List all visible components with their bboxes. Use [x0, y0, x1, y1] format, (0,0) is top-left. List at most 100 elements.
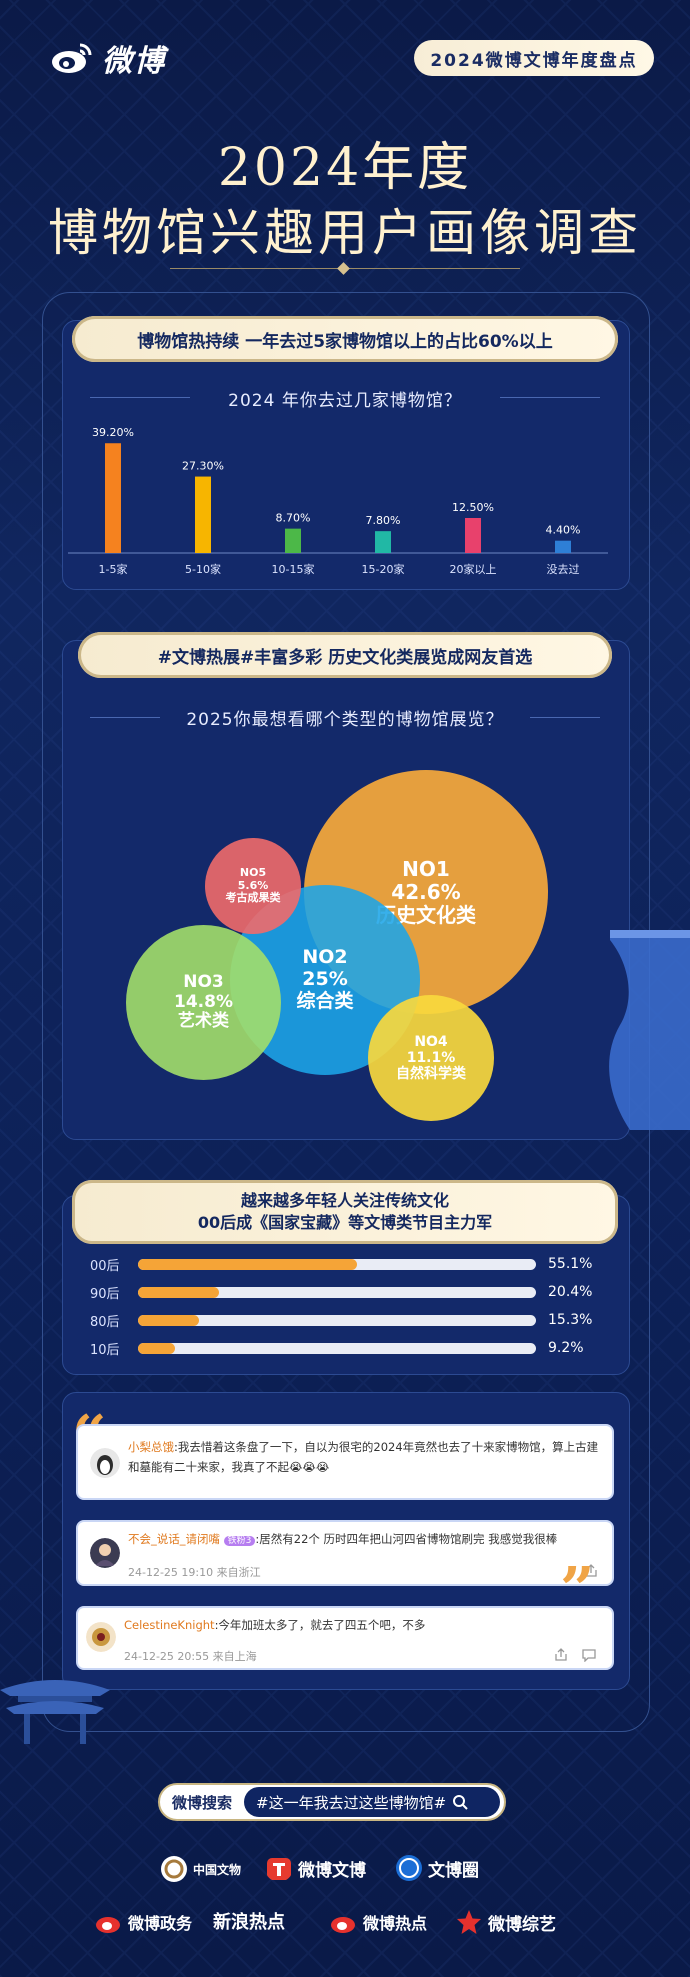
museum-visits-card: [62, 320, 630, 590]
progress-value: 15.3%: [548, 1312, 593, 1328]
section3-banner-line1: 越来越多年轻人关注传统文化: [240, 1190, 449, 1210]
brand-wenbo-quan: 文博圈: [395, 1854, 479, 1882]
comment-user[interactable]: CelestineKnight: [124, 1618, 215, 1632]
brand-xinlang-redian: 新浪热点: [213, 1908, 285, 1934]
section3-banner: 越来越多年轻人关注传统文化 00后成《国家宝藏》等文博类节目主力军: [72, 1180, 618, 1244]
x-tick-label: 5-10家: [185, 562, 221, 576]
wenboquan-logo-icon: [396, 1855, 422, 1881]
comment-text: CelestineKnight:今年加班太多了，就去了四五个吧，不多: [124, 1616, 604, 1636]
progress-value: 55.1%: [548, 1256, 593, 1272]
logo-text: 微博: [102, 44, 166, 79]
progress-label: 90后: [90, 1286, 120, 1302]
comment-user[interactable]: 不会_说话_请闭嘴: [128, 1532, 220, 1546]
search-icon[interactable]: [452, 1794, 468, 1810]
question2-rule-right: [530, 717, 600, 718]
page-title-line1: 2024年度: [217, 138, 473, 198]
progress-row: 90后 20.4%: [90, 1282, 630, 1302]
bar-value-label: 4.40%: [546, 524, 581, 537]
progress-track: [138, 1286, 536, 1298]
comment-2: 不会_说话_请闭嘴 铁粉3:居然有22个 历时四年把山河四省博物馆刷完 我感觉我…: [76, 1520, 614, 1586]
bubble-no1-name: 历史文化类: [376, 902, 476, 927]
search-hashtag[interactable]: #这一年我去过这些博物馆#: [244, 1787, 500, 1817]
bubble-no5-value: 5.6%: [237, 878, 269, 892]
x-tick-label: 没去过: [547, 563, 580, 576]
comment-body: :我去惜着这条盘了一下，自以为很宅的2024年竟然也去了十来家博物馆，算上古建和…: [128, 1440, 599, 1474]
share-icon[interactable]: [554, 1648, 568, 1662]
progress-value: 9.2%: [548, 1340, 584, 1356]
question2-rule-left: [90, 717, 160, 718]
bubble-no4: NO4 11.1% 自然科学类: [368, 995, 494, 1121]
comment-3: CelestineKnight:今年加班太多了，就去了四五个吧，不多 24-12…: [76, 1606, 614, 1670]
avatar: [90, 1448, 120, 1478]
bubble-no5: NO5 5.6% 考古成果类: [205, 838, 301, 934]
bubble-no2-value: 25%: [302, 968, 348, 991]
comment-body: :今年加班太多了，就去了四五个吧，不多: [214, 1618, 426, 1632]
bar-value-label: 7.80%: [366, 514, 401, 527]
comment-text: 小梨总饿:我去惜着这条盘了一下，自以为很宅的2024年竟然也去了十来家博物馆，算…: [128, 1438, 606, 1477]
bubble-no4-rank: NO4: [414, 1033, 448, 1050]
brand-name: 新浪热点: [213, 1912, 285, 1933]
weibo-logo-icon: [331, 1917, 355, 1933]
progress-fill: [138, 1286, 220, 1298]
pavilion-decoration-icon: [0, 1680, 110, 1744]
progress-row: 10后 9.2%: [90, 1338, 630, 1358]
brand-name: 中国文物: [193, 1862, 242, 1877]
weibo-search-bar[interactable]: 微博搜索 #这一年我去过这些博物馆#: [158, 1783, 506, 1821]
bar-value-label: 39.20%: [92, 426, 134, 439]
bubble-no4-value: 11.1%: [406, 1049, 456, 1066]
progress-row: 00后 55.1%: [90, 1254, 630, 1274]
x-tick-label: 1-5家: [99, 562, 128, 576]
comment-meta: 24-12-25 20:55 来自上海: [124, 1650, 257, 1663]
wenwu-logo-icon: [161, 1856, 187, 1882]
section1-banner: 博物馆热持续 一年去过5家博物馆以上的占比60%以上: [72, 316, 618, 362]
brand-weibo-zhengwu: 微博政务: [95, 1908, 192, 1936]
question1-rule-right: [500, 397, 600, 398]
x-tick-label: 20家以上: [450, 562, 497, 576]
bubble-no3-name: 艺术类: [178, 1011, 229, 1032]
section2-banner: #文博热展#丰富多彩 历史文化类展览成网友首选: [78, 632, 612, 678]
avatar: [86, 1622, 116, 1652]
weibo-logo: 微博: [50, 36, 166, 80]
comment-icon[interactable]: [582, 1648, 596, 1662]
report-tag: 2024微博文博年度盘点: [414, 40, 654, 76]
progress-track: [138, 1258, 536, 1270]
comment-text: 不会_说话_请闭嘴 铁粉3:居然有22个 历时四年把山河四省博物馆刷完 我感觉我…: [128, 1530, 606, 1550]
bar-1: [195, 476, 211, 553]
progress-row: 80后 15.3%: [90, 1310, 630, 1330]
brand-name: 微博综艺: [488, 1914, 556, 1935]
bar-value-label: 8.70%: [276, 512, 311, 525]
comment-user[interactable]: 小梨总饿: [128, 1440, 174, 1454]
bubble-no1-rank: NO1: [402, 856, 450, 881]
bubble-no4-name: 自然科学类: [396, 1066, 466, 1083]
comment-body: :居然有22个 历时四年把山河四省博物馆刷完 我感觉我很棒: [255, 1532, 558, 1546]
weibo-eye-icon: [52, 43, 92, 73]
question1-title: 2024 年你去过几家博物馆？: [228, 391, 462, 411]
vase-decoration-icon: [609, 930, 690, 1130]
progress-track: [138, 1342, 536, 1354]
bar-value-label: 27.30%: [182, 460, 224, 473]
museum-visits-bar-chart: 39.20% 1-5家 27.30% 5-10家 8.70% 10-15家 7.80% 15-…: [68, 426, 608, 576]
progress-track: [138, 1314, 536, 1326]
progress-label: 80后: [90, 1314, 120, 1330]
page-title-line2: 博物馆兴趣用户画像调查: [48, 204, 642, 262]
progress-fill: [138, 1258, 358, 1270]
weibo-logo-icon: [96, 1917, 120, 1933]
brand-weibo-zongyi: 微博综艺: [455, 1908, 556, 1936]
progress-label: 00后: [90, 1258, 120, 1274]
bar-value-label: 12.50%: [452, 501, 494, 514]
bar-2: [285, 528, 301, 553]
search-label: 微博搜索: [172, 1793, 233, 1812]
comment-1: 小梨总饿:我去惜着这条盘了一下，自以为很宅的2024年竟然也去了十来家博物馆，算…: [76, 1424, 614, 1500]
brand-name: 文博圈: [428, 1860, 479, 1881]
fan-badge: 铁粉3: [223, 1536, 256, 1546]
avatar: [90, 1538, 120, 1568]
x-tick-label: 15-20家: [362, 562, 405, 576]
comment-meta: 24-12-25 19:10 来自浙江: [128, 1566, 261, 1579]
progress-fill: [138, 1314, 199, 1326]
brand-name: 微博文博: [298, 1860, 366, 1881]
share-icon[interactable]: [584, 1564, 598, 1578]
search-hashtag-text: #这一年我去过这些博物馆#: [256, 1793, 447, 1812]
brand-name: 微博政务: [128, 1914, 193, 1933]
section3-banner-line2: 00后成《国家宝藏》等文博类节目主力军: [197, 1213, 493, 1232]
bubble-no2-name: 综合类: [296, 989, 354, 1012]
